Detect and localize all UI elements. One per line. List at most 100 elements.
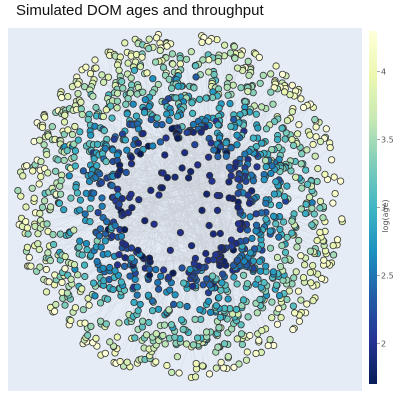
graph-node [208, 177, 216, 185]
colorbar-tick-label: 3.5 [381, 136, 394, 145]
graph-node [298, 184, 306, 192]
graph-node [60, 206, 68, 214]
graph-node [222, 152, 230, 160]
graph-edge [123, 214, 153, 338]
graph-node [273, 253, 282, 261]
graph-node [278, 70, 287, 78]
graph-node [89, 92, 97, 100]
graph-node [134, 307, 142, 315]
graph-node [288, 81, 296, 89]
graph-node [255, 257, 264, 266]
graph-node [145, 35, 153, 43]
graph-node [222, 139, 230, 147]
graph-node [67, 316, 75, 325]
graph-node [44, 249, 52, 257]
graph-node [290, 274, 298, 282]
graph-node [293, 243, 301, 251]
graph-node [35, 245, 43, 254]
graph-node [91, 292, 99, 300]
graph-node [141, 96, 149, 104]
graph-node [109, 285, 117, 294]
graph-node [189, 109, 197, 118]
graph-node [183, 128, 191, 137]
graph-node [303, 146, 311, 154]
graph-node [298, 150, 306, 158]
graph-edge [99, 173, 240, 237]
graph-node [29, 167, 37, 175]
graph-node [175, 369, 183, 377]
graph-node [152, 358, 160, 366]
graph-edge [128, 94, 232, 213]
graph-node [329, 251, 338, 259]
graph-node [71, 147, 80, 155]
colorbar-tick-label: 2.5 [381, 271, 394, 280]
graph-node [122, 241, 130, 249]
graph-node [214, 343, 222, 351]
graph-node [237, 84, 245, 92]
graph-node [23, 224, 31, 232]
graph-node [117, 278, 125, 286]
graph-node [252, 210, 260, 218]
graph-node [244, 313, 252, 321]
graph-edge [170, 250, 289, 260]
graph-node [127, 74, 135, 82]
graph-node [311, 115, 319, 124]
graph-node [311, 152, 319, 160]
graph-node [180, 279, 188, 287]
graph-node [173, 353, 181, 361]
graph-node [309, 297, 317, 305]
graph-node [79, 306, 87, 314]
graph-node [302, 166, 310, 174]
graph-node [192, 73, 200, 81]
graph-node [97, 243, 105, 251]
graph-node [297, 95, 305, 103]
graph-node [77, 98, 85, 106]
graph-node [22, 203, 30, 211]
graph-node [202, 328, 211, 336]
graph-node [156, 46, 164, 55]
colorbar-tick-label: 3 [381, 204, 386, 213]
graph-node [115, 319, 123, 327]
graph-node [61, 111, 69, 119]
graph-node [35, 180, 43, 188]
graph-node [272, 220, 280, 228]
graph-node [273, 136, 282, 144]
graph-node [149, 75, 157, 83]
graph-node [82, 63, 90, 71]
graph-edge [136, 175, 210, 253]
graph-node [277, 313, 285, 322]
graph-node [192, 359, 200, 368]
graph-node [297, 205, 305, 213]
graph-node [134, 139, 143, 147]
graph-node [336, 177, 345, 185]
graph-node [187, 48, 195, 56]
graph-node [76, 196, 85, 204]
graph-node [68, 130, 77, 139]
graph-edge [37, 159, 240, 180]
graph-node [295, 121, 303, 129]
graph-node [270, 190, 278, 198]
graph-node [254, 275, 262, 283]
graph-node [199, 56, 207, 64]
graph-node [333, 236, 342, 244]
graph-node [147, 116, 155, 124]
graph-node [321, 170, 329, 178]
graph-node [101, 349, 109, 357]
graph-node [82, 240, 91, 248]
graph-node [161, 151, 169, 159]
graph-node [169, 60, 177, 68]
graph-node [225, 163, 233, 171]
graph-node [102, 320, 110, 328]
graph-node [161, 340, 169, 348]
graph-node [118, 77, 126, 86]
graph-node [42, 288, 51, 296]
graph-node [81, 319, 89, 327]
graph-node [48, 123, 56, 131]
graph-node [254, 124, 262, 132]
graph-node [93, 162, 101, 170]
graph-edge [184, 152, 330, 266]
graph-node [28, 184, 36, 192]
graph-node [176, 301, 184, 309]
graph-node [76, 206, 84, 214]
graph-node [153, 114, 161, 122]
